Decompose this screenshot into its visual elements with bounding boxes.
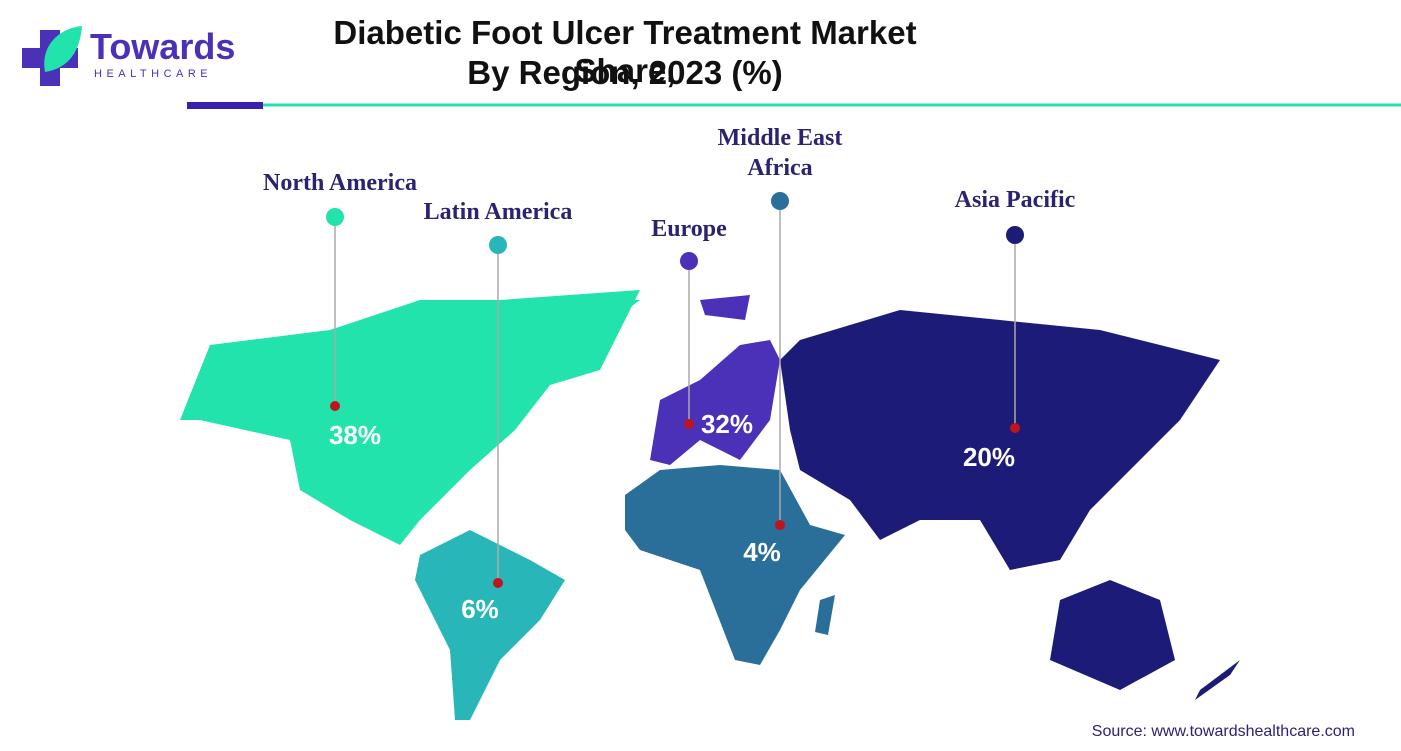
region-name: Middle East Africa: [717, 125, 843, 181]
chart-title: Diabetic Foot Ulcer Treatment Market Sha…: [333, 14, 917, 89]
marker: [775, 520, 785, 530]
region: [625, 465, 845, 665]
marker: [330, 401, 340, 411]
region-name: Europe: [651, 216, 727, 242]
region: [780, 310, 1240, 700]
value-label: 38%: [328, 420, 382, 450]
value-label: 4%: [743, 537, 781, 567]
region-name: Latin America: [423, 199, 573, 225]
region: [180, 290, 640, 545]
logo-name: Towards: [90, 26, 236, 67]
value-label: 20%: [962, 442, 1016, 472]
leader-dot: [771, 192, 789, 210]
leader-dot: [489, 236, 507, 254]
leader-dot: [326, 208, 344, 226]
logo-icon: [22, 26, 82, 86]
value-label: 32%: [700, 409, 754, 439]
chart-title: By Region, 2023 (%): [467, 54, 783, 91]
region: [415, 530, 565, 720]
logo-tagline: HEALTHCARE: [94, 68, 213, 80]
leader-dot: [680, 252, 698, 270]
leader-dot: [1006, 226, 1024, 244]
region: [650, 295, 780, 465]
value-label: 6%: [461, 594, 499, 624]
marker: [493, 578, 503, 588]
region-name: North America: [263, 170, 417, 196]
marker: [1010, 423, 1020, 433]
region-name: Asia Pacific: [954, 187, 1076, 213]
marker: [684, 419, 694, 429]
header-bar: [187, 102, 263, 109]
source: Source: www.towardshealthcare.com: [1091, 723, 1355, 740]
